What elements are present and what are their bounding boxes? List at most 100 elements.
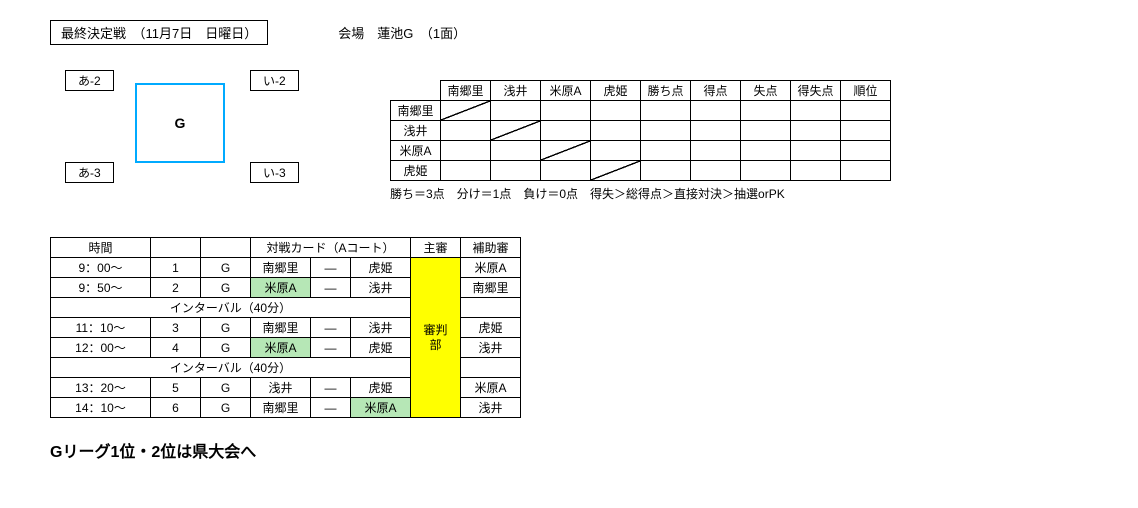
match-num-cell: 2 — [151, 278, 201, 298]
standings-cell — [841, 101, 891, 121]
standings-col: 得失点 — [791, 81, 841, 101]
time-cell: 9：00～ — [51, 258, 151, 278]
standings-cell — [791, 101, 841, 121]
match-num-cell: 1 — [151, 258, 201, 278]
standings-cell — [691, 101, 741, 121]
standings-col: 得点 — [691, 81, 741, 101]
group-cell: G — [201, 258, 251, 278]
standings-row: 浅井 — [391, 121, 891, 141]
home-team-cell: 南郷里 — [251, 258, 311, 278]
diagram-field: G — [135, 83, 225, 163]
standings-cell — [641, 161, 691, 181]
away-team-cell: 米原A — [351, 398, 411, 418]
standings-cell — [641, 141, 691, 161]
asst-referee-cell: 虎姫 — [461, 318, 521, 338]
diagram-label-bottom-right: い-3 — [250, 162, 299, 183]
sched-col-time: 時間 — [51, 238, 151, 258]
vs-cell: ― — [311, 278, 351, 298]
standings-col: 順位 — [841, 81, 891, 101]
away-team-cell: 浅井 — [351, 278, 411, 298]
main-referee-cell: 審判部 — [411, 258, 461, 418]
field-diagram: あ-2 い-2 G あ-3 い-3 — [50, 70, 310, 180]
promotion-note: Gリーグ1位・2位は県大会へ — [50, 438, 1088, 462]
standings-row: 米原A — [391, 141, 891, 161]
schedule-body: 9：00～1G南郷里―虎姫審判部米原A9：50～2G米原A―浅井南郷里インターバ… — [51, 258, 521, 418]
standings-col: 南郷里 — [441, 81, 491, 101]
header-row: 最終決定戦 （11月7日 日曜日） 会場 蓮池G （1面） — [50, 20, 1088, 45]
vs-cell: ― — [311, 378, 351, 398]
group-cell: G — [201, 338, 251, 358]
standings-cell — [841, 141, 891, 161]
diagram-label-top-right: い-2 — [250, 70, 299, 91]
standings-cell — [491, 101, 541, 121]
vs-cell: ― — [311, 258, 351, 278]
page-title: 最終決定戦 （11月7日 日曜日） — [50, 20, 268, 45]
time-cell: 13：20～ — [51, 378, 151, 398]
match-num-cell: 3 — [151, 318, 201, 338]
standings-cell — [691, 121, 741, 141]
standings-table: 南郷里 浅井 米原A 虎姫 勝ち点 得点 失点 得失点 順位 南郷里浅井米原A虎… — [390, 80, 891, 181]
sched-col-main: 主審 — [411, 238, 461, 258]
standings-cell — [791, 161, 841, 181]
interval-label: インターバル（40分） — [51, 358, 411, 378]
group-cell: G — [201, 318, 251, 338]
standings-cell — [591, 121, 641, 141]
standings-cell — [741, 161, 791, 181]
home-team-cell: 南郷里 — [251, 318, 311, 338]
schedule-table: 時間 対戦カード（Aコート） 主審 補助審 9：00～1G南郷里―虎姫審判部米原… — [50, 237, 521, 418]
standings-col: 浅井 — [491, 81, 541, 101]
asst-referee-cell: 浅井 — [461, 338, 521, 358]
sched-col-card: 対戦カード（Aコート） — [251, 238, 411, 258]
standings-wrap: 南郷里 浅井 米原A 虎姫 勝ち点 得点 失点 得失点 順位 南郷里浅井米原A虎… — [390, 80, 891, 202]
vs-cell: ― — [311, 318, 351, 338]
home-team-cell: 南郷里 — [251, 398, 311, 418]
standings-cell — [541, 141, 591, 161]
home-team-cell: 米原A — [251, 338, 311, 358]
match-num-cell: 5 — [151, 378, 201, 398]
standings-cell — [441, 121, 491, 141]
standings-cell — [441, 161, 491, 181]
standings-cell — [641, 101, 691, 121]
standings-cell — [841, 161, 891, 181]
vs-cell: ― — [311, 338, 351, 358]
diagram-label-bottom-left: あ-3 — [65, 162, 114, 183]
asst-referee-cell: 南郷里 — [461, 278, 521, 298]
sched-col-asst: 補助審 — [461, 238, 521, 258]
asst-referee-cell: 米原A — [461, 378, 521, 398]
standings-cell — [441, 101, 491, 121]
standings-cell — [591, 101, 641, 121]
standings-row-team: 南郷里 — [391, 101, 441, 121]
away-team-cell: 虎姫 — [351, 338, 411, 358]
group-cell: G — [201, 398, 251, 418]
standings-cell — [791, 141, 841, 161]
diagram-label-top-left: あ-2 — [65, 70, 114, 91]
standings-cell — [491, 121, 541, 141]
standings-cell — [791, 121, 841, 141]
interval-label: インターバル（40分） — [51, 298, 411, 318]
standings-cell — [591, 141, 641, 161]
standings-cell — [691, 161, 741, 181]
asst-referee-cell: 浅井 — [461, 398, 521, 418]
time-cell: 9：50～ — [51, 278, 151, 298]
venue-label: 会場 蓮池G （1面） — [338, 23, 466, 42]
standings-cell — [741, 101, 791, 121]
standings-cell — [541, 121, 591, 141]
standings-row-team: 米原A — [391, 141, 441, 161]
standings-cell — [741, 121, 791, 141]
asst-cell — [461, 298, 521, 318]
standings-cell — [641, 121, 691, 141]
time-cell: 14：10～ — [51, 398, 151, 418]
standings-head: 南郷里 浅井 米原A 虎姫 勝ち点 得点 失点 得失点 順位 — [391, 81, 891, 101]
standings-row-team: 虎姫 — [391, 161, 441, 181]
standings-row: 南郷里 — [391, 101, 891, 121]
group-cell: G — [201, 378, 251, 398]
standings-body: 南郷里浅井米原A虎姫 — [391, 101, 891, 181]
scoring-note: 勝ち＝3点 分け＝1点 負け＝0点 得失＞総得点＞直接対決＞抽選orPK — [390, 185, 891, 202]
home-team-cell: 浅井 — [251, 378, 311, 398]
vs-cell: ― — [311, 398, 351, 418]
standings-cell — [491, 161, 541, 181]
match-num-cell: 4 — [151, 338, 201, 358]
asst-cell — [461, 358, 521, 378]
standings-cell — [541, 101, 591, 121]
time-cell: 12：00～ — [51, 338, 151, 358]
